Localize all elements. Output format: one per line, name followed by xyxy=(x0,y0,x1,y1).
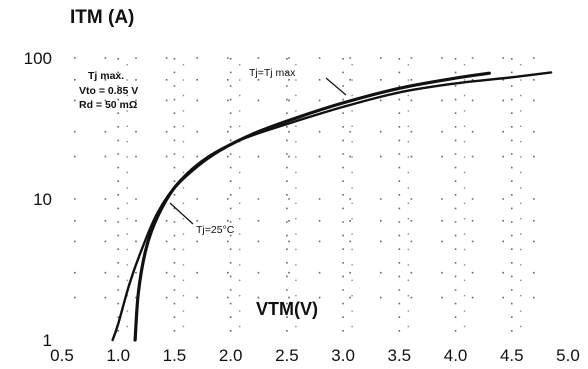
annotation-tjmax-leader xyxy=(325,77,347,96)
note-line-3: Rd = 50 mΩ xyxy=(79,99,137,111)
x-tick-label-3-5: 3.5 xyxy=(388,346,412,365)
x-axis-label: VTM(V) xyxy=(256,299,318,319)
x-tick-labels: 0.5 1.0 1.5 2.0 2.5 3.0 3.5 4.0 4.5 5.0 xyxy=(50,346,580,365)
note-line-1: Tj max. xyxy=(88,70,124,82)
y-tick-label-10: 10 xyxy=(33,190,52,209)
x-tick-label-1-0: 1.0 xyxy=(106,346,130,365)
x-tick-label-3-0: 3.0 xyxy=(331,346,355,365)
annotation-tj25-leader xyxy=(169,202,194,225)
x-tick-label-5-0: 5.0 xyxy=(556,346,580,365)
x-tick-label-4-5: 4.5 xyxy=(500,346,524,365)
y-tick-label-100: 100 xyxy=(24,49,52,68)
note-line-2: Vto = 0.85 V xyxy=(79,85,138,97)
x-tick-label-2-5: 2.5 xyxy=(275,346,299,365)
y-tick-labels: 1 10 100 xyxy=(24,49,52,350)
y-axis-label: ITM (A) xyxy=(70,7,134,28)
x-tick-label-1-5: 1.5 xyxy=(163,346,187,365)
x-tick-label-0-5: 0.5 xyxy=(50,346,74,365)
series-line-0 xyxy=(111,71,553,342)
series-line-1 xyxy=(133,71,491,342)
annotation-tjmax: Tj=Tj max xyxy=(249,67,347,96)
y-tick-label-1: 1 xyxy=(43,331,52,350)
grid xyxy=(74,57,560,334)
note-box: Tj max. Vto = 0.85 V Rd = 50 mΩ xyxy=(79,70,138,111)
annotation-tj25: Tj=25°C xyxy=(169,202,235,236)
x-tick-label-2-0: 2.0 xyxy=(219,346,243,365)
x-tick-label-4-0: 4.0 xyxy=(444,346,468,365)
annotation-tjmax-label: Tj=Tj max xyxy=(249,67,296,79)
annotation-tj25-label: Tj=25°C xyxy=(196,224,235,236)
series-lines xyxy=(111,71,553,342)
